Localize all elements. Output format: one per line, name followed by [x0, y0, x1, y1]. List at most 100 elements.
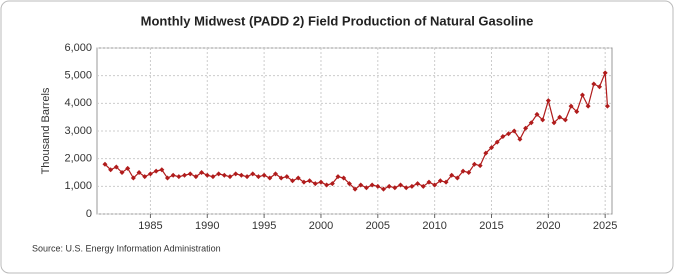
data-point [358, 182, 364, 188]
data-point [380, 186, 386, 192]
data-point [199, 170, 205, 175]
data-point [562, 117, 568, 123]
data-point [176, 174, 182, 180]
data-point [244, 174, 250, 180]
data-point [409, 183, 415, 189]
data-point [102, 161, 108, 167]
data-point [318, 179, 324, 185]
data-point [272, 171, 278, 177]
data-point [295, 175, 301, 181]
x-tick-label: 2025 [593, 220, 617, 232]
data-point [471, 161, 477, 167]
data-point [147, 171, 153, 177]
data-point [477, 163, 483, 169]
data-point [591, 81, 597, 87]
data-point [545, 98, 551, 104]
y-tick-label: 1,000 [64, 180, 92, 192]
data-point [164, 175, 170, 181]
x-tick-label: 1995 [252, 220, 276, 232]
data-point [517, 136, 523, 142]
data-point [290, 178, 296, 184]
data-point [352, 186, 358, 192]
chart-title: Monthly Midwest (PADD 2) Field Productio… [141, 13, 534, 28]
data-point [210, 174, 216, 180]
data-point [261, 172, 267, 178]
x-tick-label: 2000 [309, 220, 333, 232]
data-point [142, 174, 148, 180]
data-point [426, 179, 432, 185]
y-tick-label: 0 [86, 208, 92, 220]
data-point [267, 175, 273, 181]
data-point [454, 175, 460, 181]
y-tick-label: 4,000 [64, 97, 92, 109]
data-point [604, 103, 610, 109]
data-point [534, 111, 540, 117]
data-point [579, 92, 585, 98]
data-point [596, 84, 602, 90]
data-point [568, 103, 574, 109]
data-point [551, 120, 557, 126]
data-point [437, 178, 443, 184]
x-tick-label: 1990 [195, 220, 219, 232]
data-point [540, 117, 546, 123]
data-point [119, 170, 125, 175]
y-tick-label: 3,000 [64, 125, 92, 137]
data-point [204, 172, 210, 178]
data-point [483, 150, 489, 156]
data-point [221, 172, 227, 178]
data-point [227, 174, 233, 180]
data-point [108, 167, 114, 173]
data-point [193, 174, 199, 180]
y-tick-label: 6,000 [64, 42, 92, 54]
source: Source: U.S. Energy Information Administ… [32, 243, 221, 253]
data-point [233, 171, 239, 177]
data-point [307, 178, 313, 184]
data-point [432, 182, 438, 188]
data-point [369, 182, 375, 188]
data-point [443, 179, 449, 185]
data-point [488, 145, 494, 151]
data-point [153, 168, 159, 174]
data-point [329, 181, 335, 187]
data-point [255, 174, 261, 180]
x-tick-label: 2005 [366, 220, 390, 232]
data-point [284, 174, 290, 180]
data-point [170, 172, 176, 178]
data-point [386, 183, 392, 189]
data-point [136, 170, 142, 175]
data-point [602, 70, 608, 76]
x-tick-label: 2020 [536, 220, 560, 232]
data-point [460, 168, 466, 174]
data-point [363, 185, 369, 191]
data-point [187, 171, 193, 177]
y-tick-label: 2,000 [64, 153, 92, 165]
data-point [125, 165, 131, 171]
data-point [130, 175, 136, 181]
y-axis-label: Thousand Barrels [40, 87, 52, 174]
data-point [403, 185, 409, 191]
data-point [346, 181, 352, 187]
data-point [216, 171, 222, 177]
data-point [182, 172, 188, 178]
data-point [392, 185, 398, 191]
data-point [250, 171, 256, 177]
data-point [506, 131, 512, 137]
data-point [494, 139, 500, 145]
data-point [278, 175, 284, 181]
data-point [335, 174, 341, 180]
data-point [557, 114, 563, 120]
data-point [398, 182, 404, 188]
x-tick-label: 2015 [479, 220, 503, 232]
x-tick-label: 1985 [138, 220, 162, 232]
data-point [375, 183, 381, 189]
data-point [159, 167, 165, 173]
data-point [511, 128, 517, 134]
data-point [466, 170, 472, 175]
data-point [585, 103, 591, 109]
data-point [420, 183, 426, 189]
data-point [528, 120, 534, 126]
x-tick-label: 2010 [422, 220, 446, 232]
data-point [113, 164, 119, 170]
data-point [312, 181, 318, 187]
